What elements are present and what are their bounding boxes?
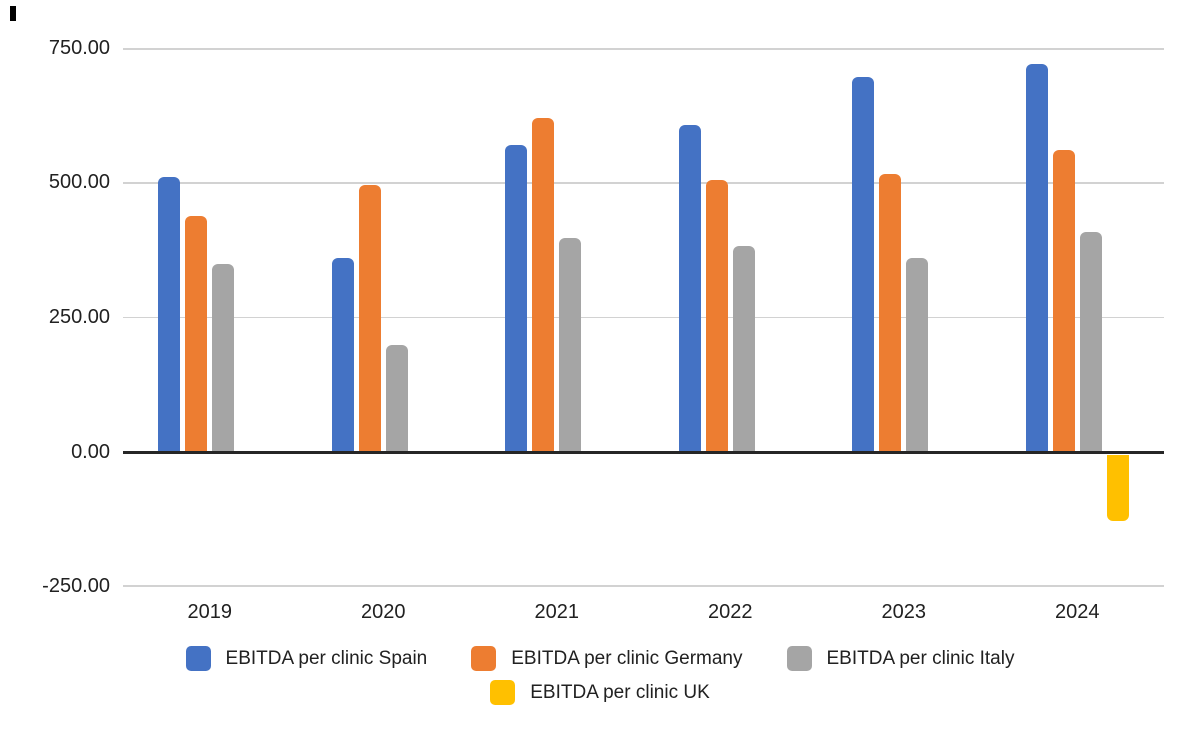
bar-italy-2023[interactable] bbox=[906, 258, 929, 452]
bar-germany-2022[interactable] bbox=[705, 180, 728, 452]
gridline-750 bbox=[123, 48, 1164, 50]
x-axis-zero-line bbox=[123, 451, 1164, 454]
corner-artifact bbox=[10, 6, 16, 21]
legend-label: EBITDA per clinic Spain bbox=[225, 648, 428, 669]
legend-row: EBITDA per clinic UK bbox=[490, 680, 710, 705]
y-axis-tick-label: 500.00 bbox=[48, 171, 110, 193]
bar-italy-2024[interactable] bbox=[1079, 232, 1102, 452]
legend-item-uk[interactable]: EBITDA per clinic UK bbox=[490, 680, 710, 705]
bar-spain-2019[interactable] bbox=[158, 176, 181, 452]
bar-italy-2020[interactable] bbox=[385, 345, 408, 452]
y-axis-tick-label: -250.00 bbox=[42, 575, 110, 597]
y-axis-tick-label: 750.00 bbox=[48, 37, 110, 59]
legend-label: EBITDA per clinic Germany bbox=[511, 648, 743, 669]
legend-swatch-italy bbox=[786, 646, 812, 671]
legend: EBITDA per clinic Spain EBITDA per clini… bbox=[0, 646, 1200, 705]
legend-swatch-uk bbox=[490, 680, 516, 705]
legend-item-germany[interactable]: EBITDA per clinic Germany bbox=[471, 646, 743, 671]
bar-italy-2021[interactable] bbox=[559, 238, 582, 452]
bar-germany-2019[interactable] bbox=[185, 216, 208, 452]
legend-label: EBITDA per clinic UK bbox=[530, 682, 710, 703]
y-axis-tick-label: 250.00 bbox=[48, 306, 110, 328]
bar-spain-2022[interactable] bbox=[678, 125, 701, 452]
bar-germany-2024[interactable] bbox=[1052, 150, 1075, 452]
bar-uk-2024[interactable] bbox=[1106, 454, 1129, 522]
legend-row: EBITDA per clinic Spain EBITDA per clini… bbox=[185, 646, 1015, 671]
bar-italy-2019[interactable] bbox=[212, 264, 235, 452]
x-axis: 2019 2020 2021 2022 2023 2024 bbox=[123, 600, 1164, 624]
plot-area bbox=[123, 48, 1164, 587]
x-axis-category-label: 2023 bbox=[881, 601, 927, 623]
bar-spain-2020[interactable] bbox=[331, 258, 354, 452]
bar-spain-2023[interactable] bbox=[852, 77, 875, 452]
gridline-250 bbox=[123, 316, 1164, 318]
bar-spain-2024[interactable] bbox=[1025, 64, 1048, 452]
bar-germany-2021[interactable] bbox=[532, 118, 555, 452]
bar-germany-2023[interactable] bbox=[879, 174, 902, 452]
x-axis-category-label: 2021 bbox=[534, 601, 580, 623]
legend-item-spain[interactable]: EBITDA per clinic Spain bbox=[185, 646, 428, 671]
gridline-neg-250 bbox=[123, 585, 1164, 587]
bar-italy-2022[interactable] bbox=[732, 246, 755, 452]
legend-swatch-spain bbox=[185, 646, 211, 671]
x-axis-category-label: 2022 bbox=[708, 601, 753, 623]
bar-spain-2021[interactable] bbox=[505, 145, 528, 452]
x-axis-category-label: 2019 bbox=[187, 601, 233, 623]
legend-item-italy[interactable]: EBITDA per clinic Italy bbox=[786, 646, 1015, 671]
legend-label: EBITDA per clinic Italy bbox=[826, 648, 1015, 669]
x-axis-category-label: 2024 bbox=[1055, 601, 1100, 623]
y-axis: 750.00 500.00 250.00 0.00 -250.00 bbox=[0, 0, 110, 742]
y-axis-tick-label: 0.00 bbox=[71, 441, 110, 463]
x-axis-category-label: 2020 bbox=[361, 601, 406, 623]
gridline-500 bbox=[123, 182, 1164, 184]
legend-swatch-germany bbox=[471, 646, 497, 671]
bar-germany-2020[interactable] bbox=[358, 184, 381, 452]
